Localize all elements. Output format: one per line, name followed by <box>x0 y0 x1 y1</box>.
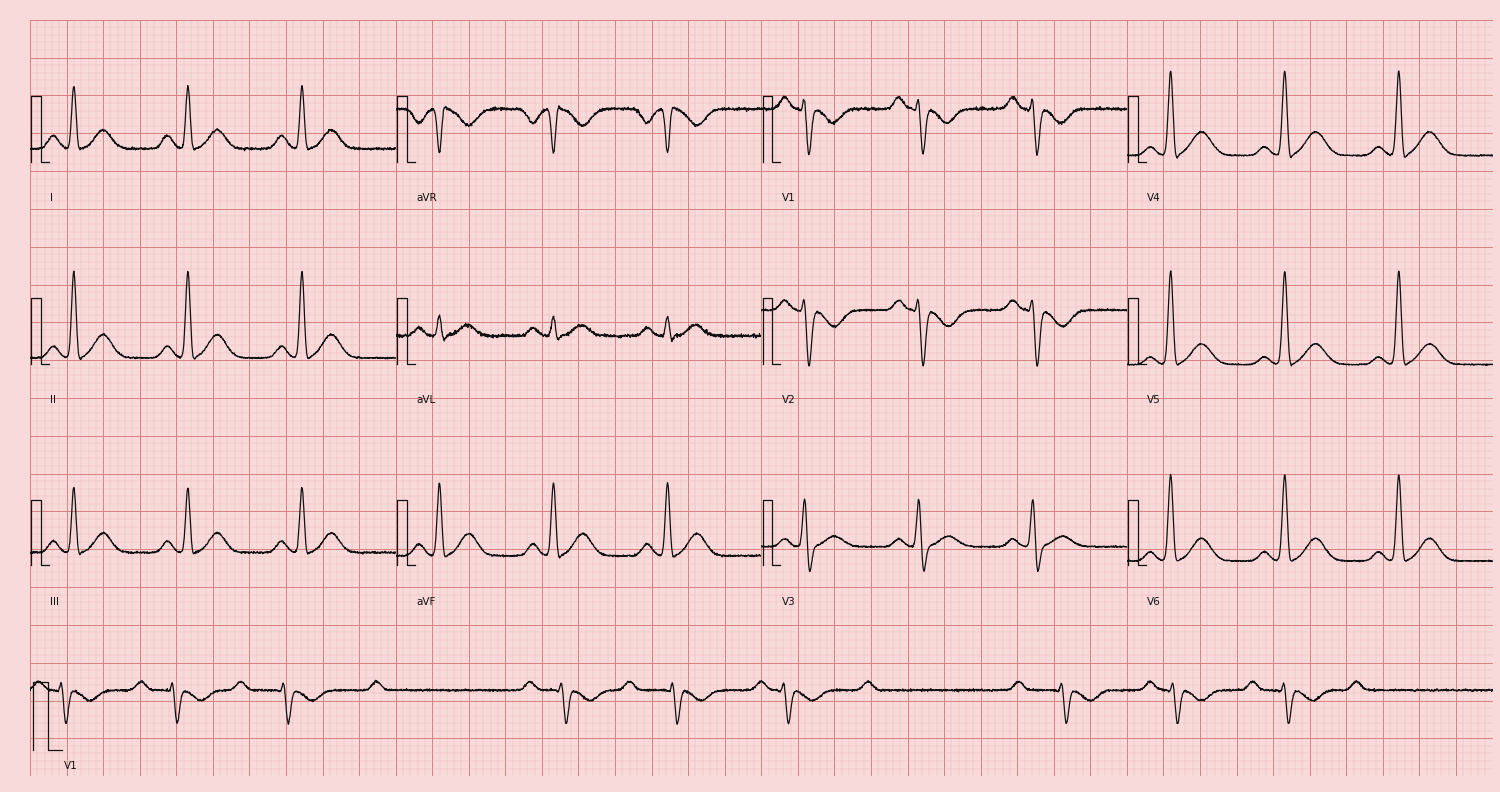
Text: aVL: aVL <box>416 395 435 405</box>
Text: aVR: aVR <box>416 193 436 203</box>
Text: V1: V1 <box>782 193 795 203</box>
Text: V4: V4 <box>1148 193 1161 203</box>
Text: aVF: aVF <box>416 596 435 607</box>
Text: I: I <box>51 193 54 203</box>
Text: II: II <box>51 395 57 405</box>
Text: III: III <box>51 596 60 607</box>
Text: V5: V5 <box>1148 395 1161 405</box>
Text: V1: V1 <box>63 761 78 771</box>
Text: V2: V2 <box>782 395 795 405</box>
Text: V6: V6 <box>1148 596 1161 607</box>
Text: V3: V3 <box>782 596 795 607</box>
